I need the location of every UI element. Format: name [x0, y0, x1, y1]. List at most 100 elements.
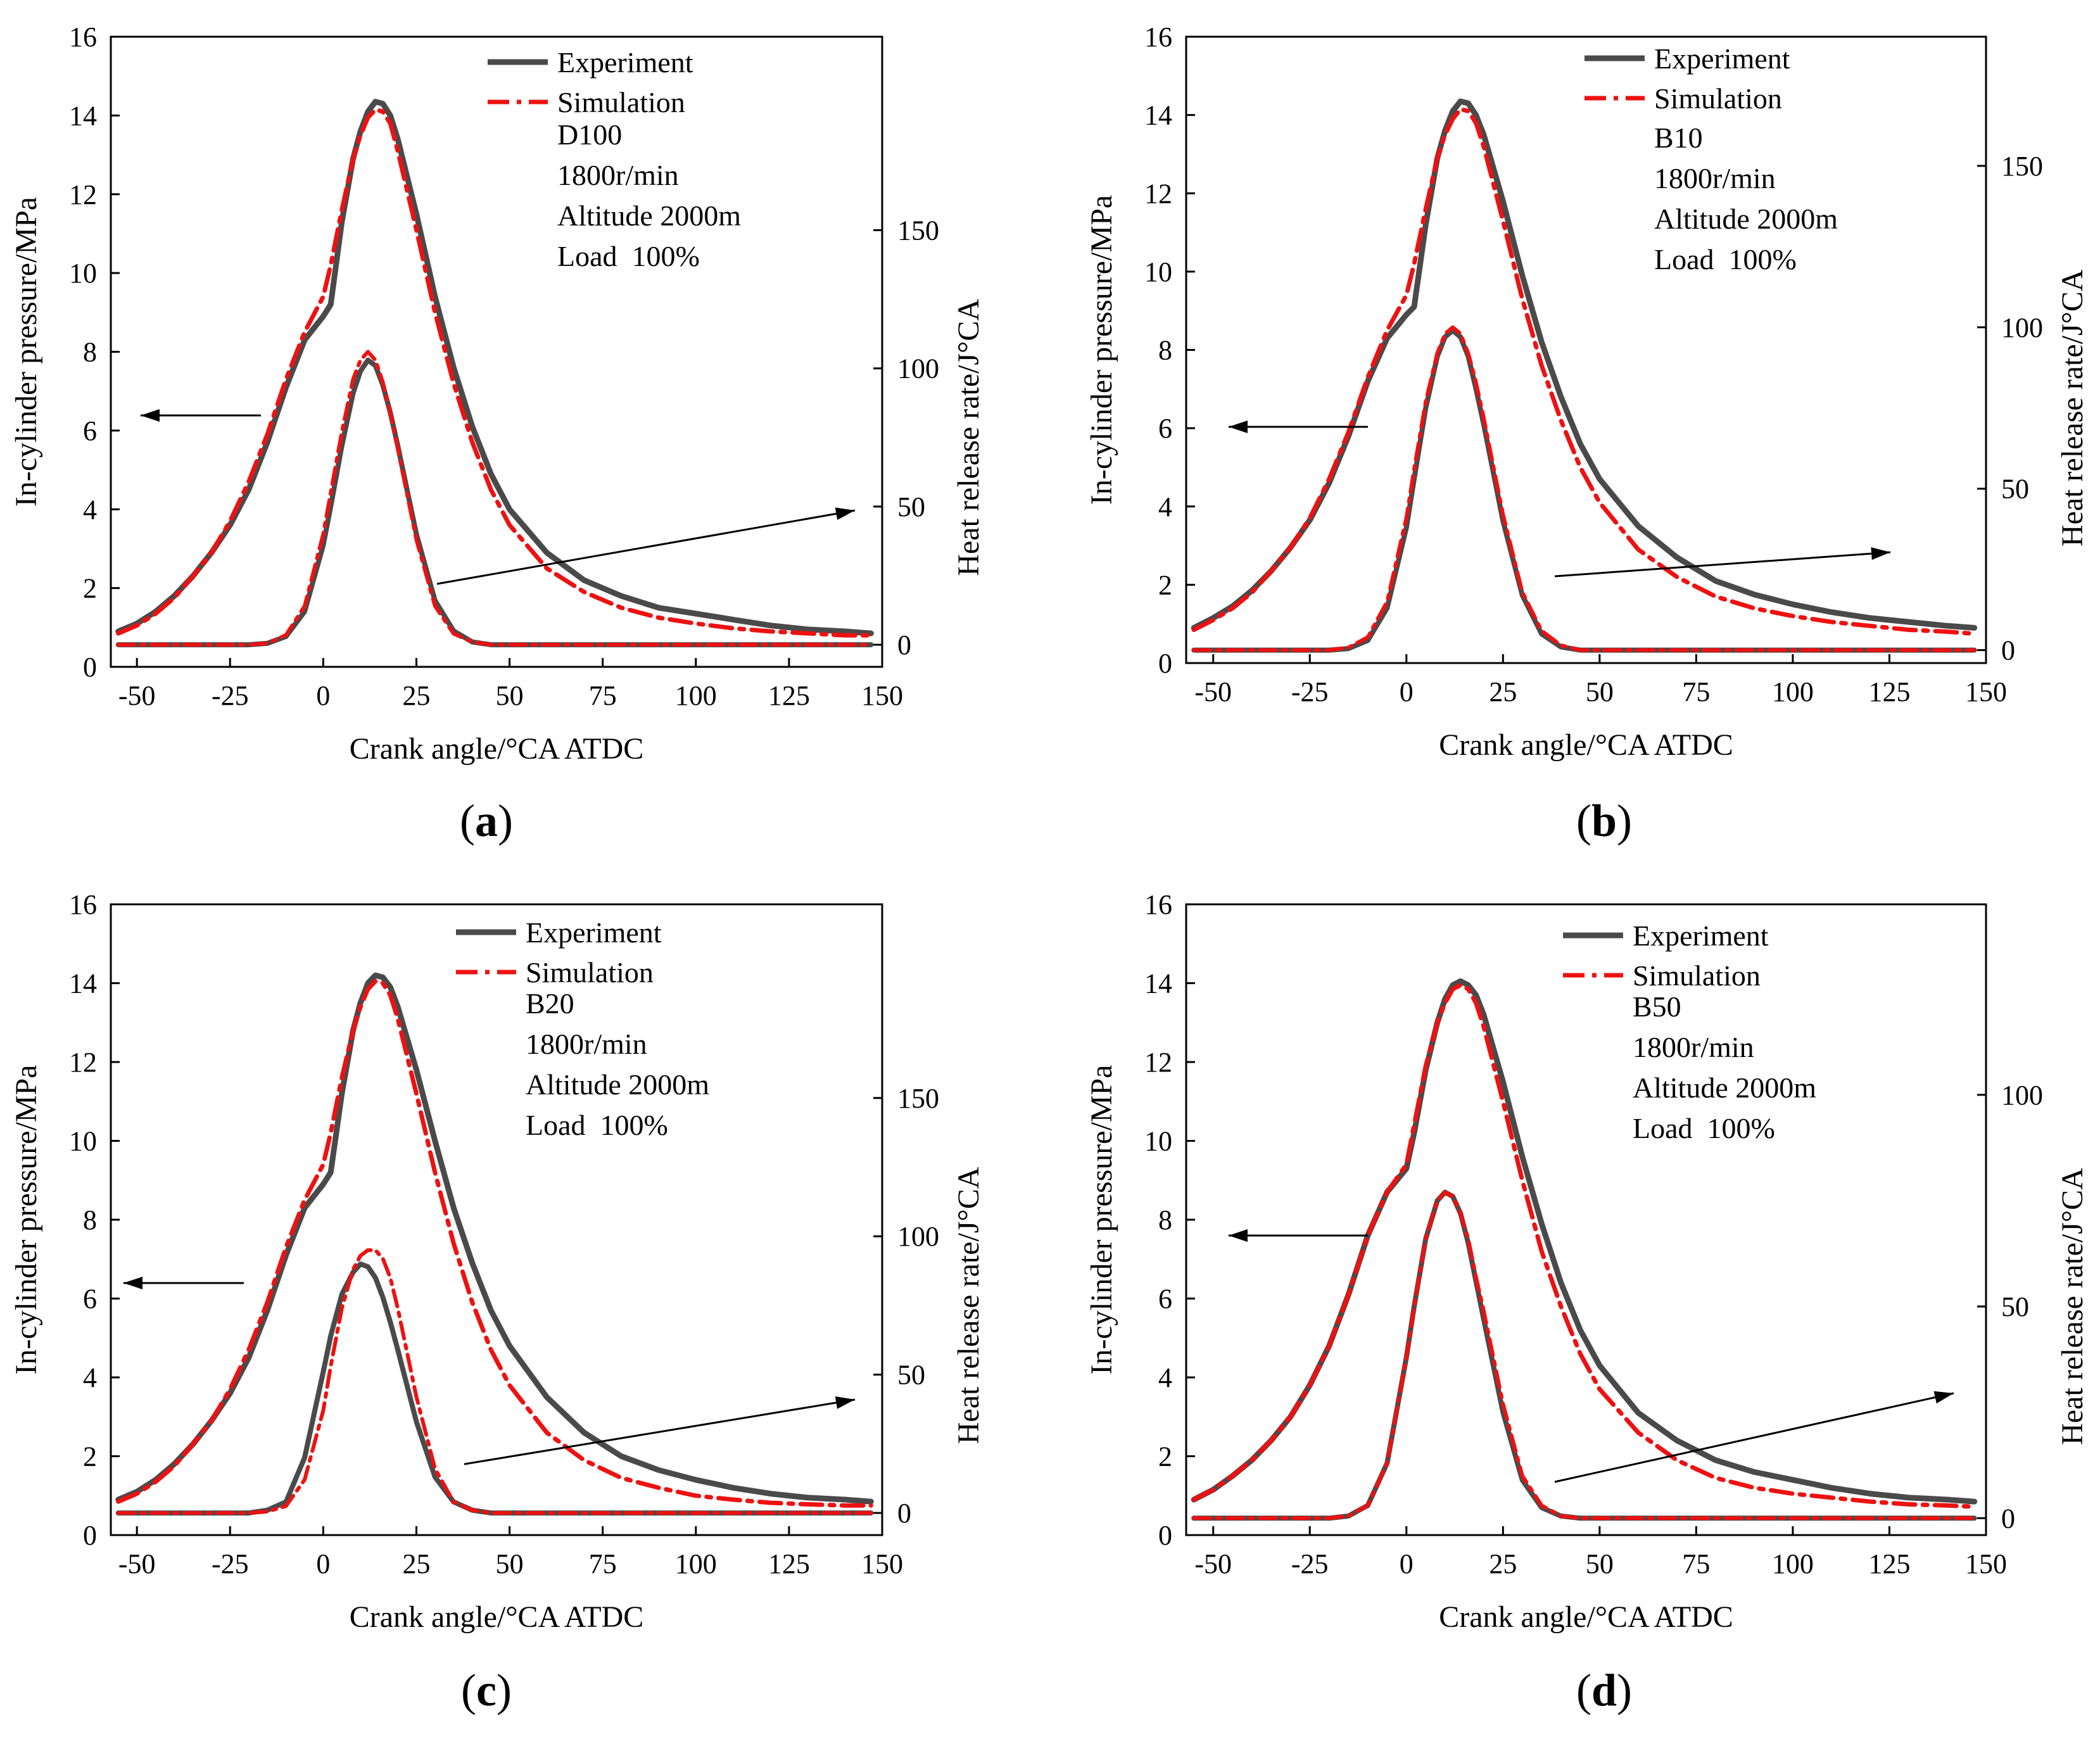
annotation-line: Load 100%: [557, 240, 700, 272]
y-right-tick-label: 100: [897, 1221, 939, 1252]
panel-caption: (c): [461, 1665, 512, 1716]
caption-part: a: [475, 795, 498, 846]
y-left-tick-label: 2: [83, 1441, 97, 1472]
x-tick-label: 100: [1772, 1548, 1814, 1579]
arrow-right-axis-head: [1933, 1391, 1954, 1404]
y-left-tick-label: 2: [83, 573, 97, 604]
y-right-tick-label: 100: [897, 353, 939, 384]
plot-frame: [110, 903, 883, 1536]
caption-part: (: [1576, 795, 1591, 846]
y-right-tick-label: 100: [2001, 312, 2043, 343]
x-tick-label: 75: [1682, 676, 1710, 707]
arrow-right-axis: [464, 1398, 856, 1465]
y-left-tick-label: 12: [69, 1047, 97, 1078]
arrow-right-axis-head: [835, 1396, 855, 1409]
series-simulation-pressure: [116, 978, 873, 1508]
x-tick-label: 0: [316, 1548, 330, 1579]
y-left-tick-label: 6: [1158, 413, 1172, 444]
annotation-line: Altitude 2000m: [557, 199, 741, 232]
panel-c: -50 -25 0 25 50 75 100 125 150 0 2 4 6 8 10 12 14 16 0 50 10…: [9, 889, 985, 1716]
series-experiment-pressure: [115, 972, 874, 1505]
y-right-tick-label: 50: [897, 491, 925, 522]
annotation-line: Load 100%: [1654, 243, 1797, 275]
panel-caption: (d): [1576, 1665, 1632, 1716]
x-tick-label: 50: [496, 1548, 524, 1579]
legend-label-experiment: Experiment: [526, 916, 662, 949]
y-left-tick-label: 10: [69, 1126, 97, 1157]
x-tick-label: 100: [675, 680, 717, 711]
y-left-tick-label: 12: [69, 179, 97, 210]
y-right-tick-label: 0: [897, 1498, 911, 1529]
y-left-tick-label: 14: [1144, 100, 1172, 131]
x-tick-label: 0: [316, 680, 330, 711]
annotation-line: 1800r/min: [1654, 162, 1776, 194]
caption-part: c: [476, 1665, 497, 1716]
legend-label-simulation: Simulation: [557, 86, 685, 118]
y-left-tick-label: 6: [1158, 1284, 1172, 1315]
x-tick-label: -25: [1291, 1548, 1329, 1579]
caption-part: (: [460, 795, 475, 846]
x-tick-label: 50: [1586, 676, 1614, 707]
arrow-right-axis: [1554, 1392, 1954, 1483]
arrow-left-axis-head: [1229, 421, 1248, 433]
x-tick-label: -25: [1291, 676, 1329, 707]
series-simulation-heat-release: [116, 1248, 873, 1515]
y-right-tick-label: 150: [897, 1083, 939, 1114]
panel-b: -50 -25 0 25 50 75 100 125 150 0 2 4 6 8 10 12 14 16 0 50 10…: [1085, 22, 2089, 846]
y-right-tick-label: 0: [2001, 635, 2015, 666]
x-axis-label: Crank angle/°CA ATDC: [1439, 1600, 1733, 1634]
y-right-tick-label: 50: [897, 1360, 925, 1391]
y-left-tick-label: 16: [69, 889, 97, 920]
series-simulation-pressure: [116, 107, 873, 638]
x-tick-label: 150: [861, 1548, 903, 1579]
x-tick-label: 75: [1682, 1548, 1710, 1579]
x-axis-label: Crank angle/°CA ATDC: [350, 732, 644, 766]
annotation-line: D100: [557, 118, 622, 151]
y-left-tick-label: 0: [1158, 648, 1172, 679]
caption-part: ): [497, 1665, 512, 1716]
y-left-axis-label: In-cylinder pressure/MPa: [9, 1065, 43, 1374]
x-tick-label: 125: [1868, 676, 1910, 707]
caption-part: b: [1591, 795, 1617, 846]
y-left-tick-label: 6: [83, 415, 97, 446]
panel-d: -50 -25 0 25 50 75 100 125 150 0 2 4 6 8 10 12 14 16 0 50 10…: [1085, 889, 2089, 1716]
annotation-line: Load 100%: [526, 1109, 668, 1141]
y-right-tick-label: 150: [2001, 151, 2043, 182]
series-experiment-heat-release: [115, 357, 874, 648]
y-left-tick-label: 12: [1144, 178, 1172, 209]
annotation-line: B50: [1633, 990, 1681, 1023]
x-tick-label: -25: [212, 1548, 249, 1579]
y-left-tick-label: 0: [1158, 1520, 1172, 1551]
y-left-axis-label: In-cylinder pressure/MPa: [9, 197, 43, 507]
y-right-axis-label: Heat release rate/J°CA: [952, 299, 985, 576]
y-right-tick-label: 0: [2001, 1503, 2015, 1534]
y-right-tick-label: 50: [2001, 1291, 2029, 1322]
x-tick-label: 75: [589, 1548, 617, 1579]
x-tick-label: 0: [1400, 1548, 1414, 1579]
x-tick-label: 25: [402, 1548, 430, 1579]
y-left-tick-label: 0: [83, 652, 97, 683]
panel-a: -50 -25 0 25 50 75 100 125 150 0 2 4 6 8 10 12 14 16 0 50 10…: [9, 22, 985, 846]
series-experiment-pressure: [115, 99, 874, 636]
y-left-tick-label: 0: [83, 1520, 97, 1551]
x-tick-label: 50: [1586, 1548, 1614, 1579]
x-tick-label: -50: [1194, 1548, 1232, 1579]
x-tick-label: 150: [1965, 676, 2007, 707]
y-left-tick-label: 16: [1144, 889, 1172, 920]
y-left-tick-label: 14: [69, 968, 97, 999]
x-tick-label: 50: [496, 680, 524, 711]
legend-label-simulation: Simulation: [526, 956, 654, 989]
x-tick-label: -50: [1194, 676, 1232, 707]
y-right-tick-label: 0: [897, 629, 911, 661]
series-simulation-pressure: [1191, 106, 1977, 636]
arrow-left-axis-head: [141, 409, 160, 422]
y-left-tick-label: 10: [69, 258, 97, 289]
y-left-tick-label: 4: [1158, 1362, 1172, 1393]
arrow-left-axis-head: [1229, 1229, 1248, 1242]
x-tick-label: 125: [768, 1548, 810, 1579]
y-left-tick-label: 12: [1144, 1047, 1172, 1078]
x-tick-label: -50: [118, 680, 156, 711]
x-tick-label: 125: [1868, 1548, 1910, 1579]
series-simulation-heat-release: [1192, 325, 1977, 652]
